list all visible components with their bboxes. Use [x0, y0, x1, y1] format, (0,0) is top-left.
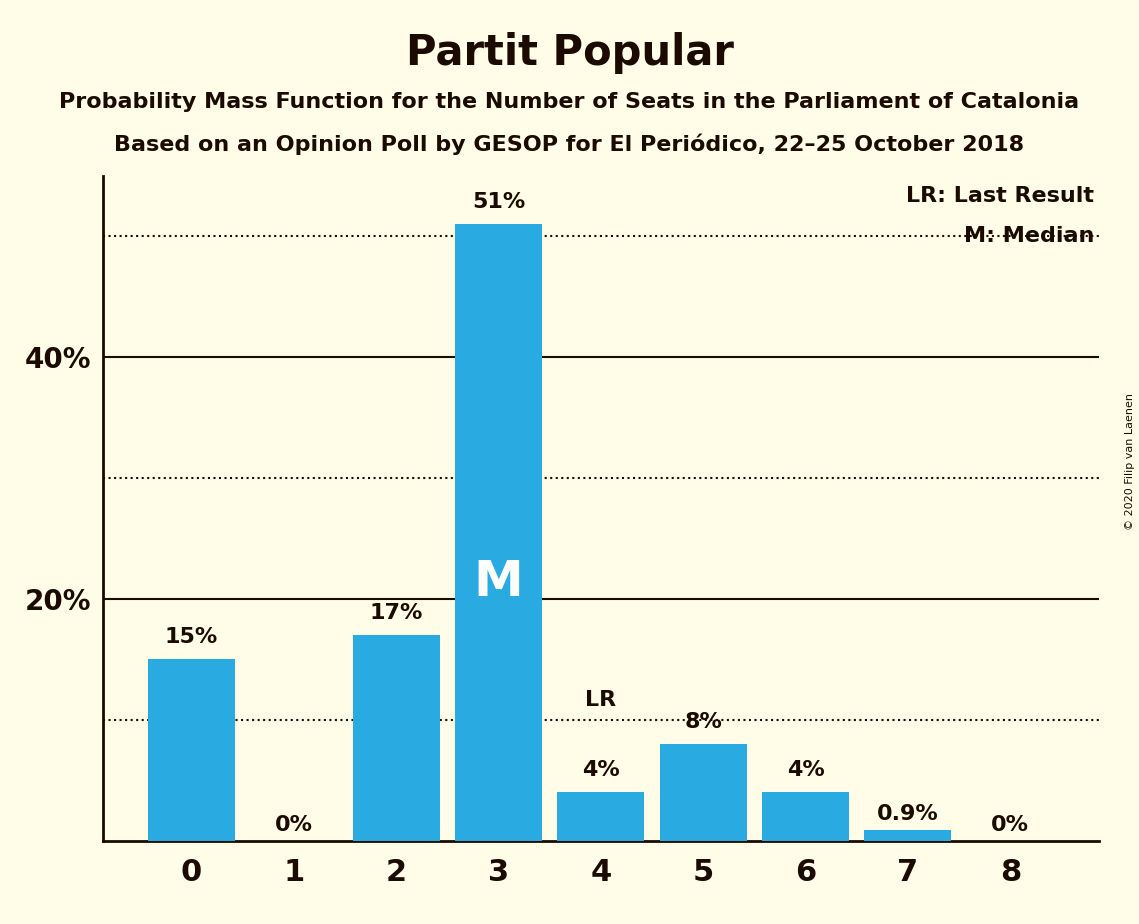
Text: 0%: 0%: [991, 815, 1030, 834]
Text: Based on an Opinion Poll by GESOP for El Periódico, 22–25 October 2018: Based on an Opinion Poll by GESOP for El…: [114, 134, 1025, 155]
Text: © 2020 Filip van Laenen: © 2020 Filip van Laenen: [1125, 394, 1134, 530]
Bar: [659, 744, 747, 841]
Text: Partit Popular: Partit Popular: [405, 32, 734, 74]
Text: 8%: 8%: [685, 712, 722, 732]
Text: LR: LR: [585, 690, 616, 711]
Bar: [557, 793, 645, 841]
Text: 4%: 4%: [787, 760, 825, 781]
Text: 15%: 15%: [165, 627, 218, 648]
Bar: [353, 635, 440, 841]
Text: 17%: 17%: [369, 603, 423, 623]
Bar: [454, 224, 542, 841]
Text: Probability Mass Function for the Number of Seats in the Parliament of Catalonia: Probability Mass Function for the Number…: [59, 92, 1080, 113]
Text: 0%: 0%: [274, 815, 313, 834]
Text: 51%: 51%: [472, 192, 525, 212]
Bar: [762, 793, 849, 841]
Text: LR: Last Result: LR: Last Result: [907, 186, 1095, 206]
Text: 0.9%: 0.9%: [877, 804, 939, 824]
Bar: [148, 660, 235, 841]
Bar: [865, 830, 951, 841]
Text: M: Median: M: Median: [964, 226, 1095, 246]
Text: 4%: 4%: [582, 760, 620, 781]
Text: M: M: [474, 558, 523, 606]
